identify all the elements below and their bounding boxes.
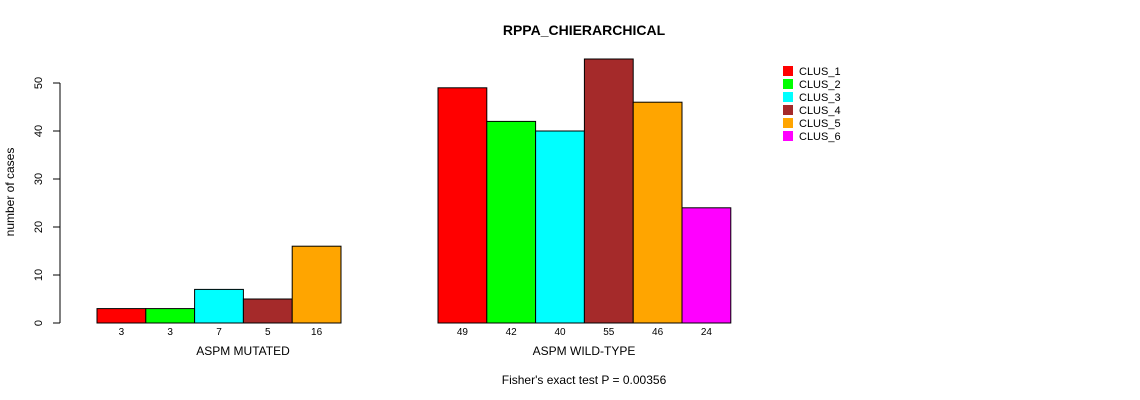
bar-count-label: 3	[167, 327, 173, 338]
bar-group: 49 42 40 55 46 24 ASPM WILD-TYPE	[437, 58, 732, 358]
bar	[632, 101, 683, 324]
bar	[583, 58, 634, 324]
bar-count-label: 16	[311, 327, 323, 338]
bar-count-label: 3	[119, 327, 125, 338]
legend-item: CLUS_1	[783, 66, 841, 78]
legend-swatch	[783, 79, 793, 89]
legend-swatch	[783, 66, 793, 76]
legend-swatch	[783, 118, 793, 128]
y-tick-label: 40	[33, 125, 45, 137]
bar	[194, 288, 244, 324]
legend-label: CLUS_6	[799, 131, 841, 143]
bar-count-label: 7	[216, 327, 222, 338]
y-axis: 0 10 20 30 40 50	[33, 77, 61, 326]
y-tick-label: 0	[33, 320, 45, 326]
legend-swatch	[783, 131, 793, 141]
bar	[291, 245, 342, 324]
y-tick-label: 30	[33, 173, 45, 185]
legend-swatch	[783, 92, 793, 102]
legend-label: CLUS_2	[799, 79, 841, 91]
legend-item: CLUS_6	[783, 131, 841, 143]
fisher-test-footnote: Fisher's exact test P = 0.00356	[502, 373, 667, 387]
bar-count-label: 5	[265, 327, 271, 338]
bar-count-label: 55	[603, 327, 615, 338]
chart-title: RPPA_CHIERARCHICAL	[503, 22, 666, 38]
bar-count-label: 49	[457, 327, 469, 338]
legend-swatch	[783, 105, 793, 115]
legend-label: CLUS_1	[799, 66, 841, 78]
legend-item: CLUS_4	[783, 105, 841, 117]
bars: 3 3 7 5 16 ASPM MUTATED 49 42 40 55 46 24 ASPM WILD-…	[96, 58, 732, 358]
bar-count-label: 42	[506, 327, 518, 338]
legend-label: CLUS_3	[799, 92, 841, 104]
legend-item: CLUS_3	[783, 92, 841, 104]
group-label: ASPM MUTATED	[196, 344, 290, 358]
bar	[242, 298, 293, 324]
bar	[437, 87, 488, 324]
bar	[145, 308, 196, 324]
legend-label: CLUS_4	[799, 105, 841, 117]
y-tick-label: 10	[33, 269, 45, 281]
legend-label: CLUS_5	[799, 118, 841, 130]
bar	[535, 130, 585, 324]
bar-count-label: 24	[701, 327, 713, 338]
legend-item: CLUS_5	[783, 118, 841, 130]
group-label: ASPM WILD-TYPE	[533, 344, 636, 358]
bar	[681, 207, 732, 324]
bar	[486, 120, 537, 324]
bar-count-label: 40	[554, 327, 566, 338]
y-tick-label: 50	[33, 77, 45, 89]
bar-count-label: 46	[652, 327, 664, 338]
bar	[96, 308, 147, 324]
y-tick-label: 20	[33, 221, 45, 233]
y-axis-label: number of cases	[3, 148, 17, 237]
bar-group: 3 3 7 5 16 ASPM MUTATED	[96, 245, 342, 358]
legend-item: CLUS_2	[783, 79, 841, 91]
